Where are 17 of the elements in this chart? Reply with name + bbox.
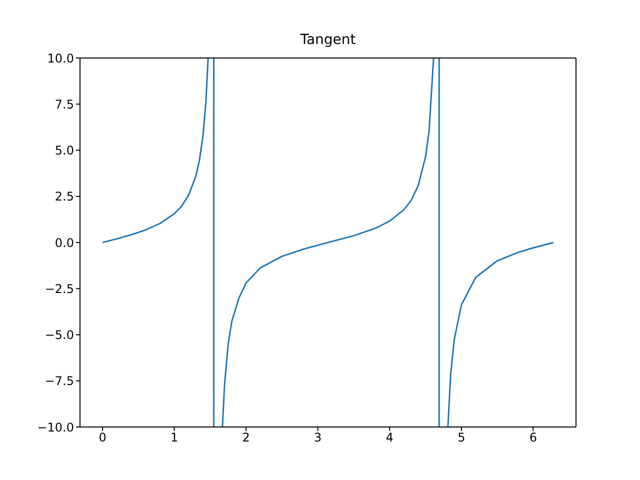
x-tick-label: 6	[529, 430, 537, 445]
x-tick-label: 5	[458, 430, 466, 445]
x-tick-label: 1	[170, 430, 178, 445]
y-tick-label: −10.0	[37, 420, 74, 434]
y-tick-label: 0.0	[54, 236, 74, 250]
y-tick-label: −5.0	[44, 328, 74, 342]
y-tick-label: 5.0	[54, 144, 74, 158]
y-tick-label: −7.5	[44, 374, 74, 388]
x-tick-label: 2	[242, 430, 250, 445]
y-tick-label: −2.5	[44, 282, 74, 296]
y-tick-label: 10.0	[47, 51, 74, 66]
y-tick-label: 2.5	[54, 190, 74, 204]
x-tick-label: 0	[98, 430, 106, 445]
x-tick-label: 3	[314, 430, 322, 445]
x-tick-label: 4	[386, 430, 394, 445]
y-tick-label: 7.5	[54, 97, 74, 112]
chart-title: Tangent	[299, 32, 357, 48]
